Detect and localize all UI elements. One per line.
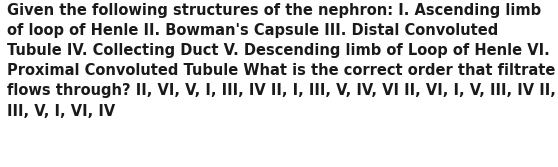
Text: Given the following structures of the nephron: I. Ascending limb
of loop of Henl: Given the following structures of the ne… [7, 3, 556, 119]
